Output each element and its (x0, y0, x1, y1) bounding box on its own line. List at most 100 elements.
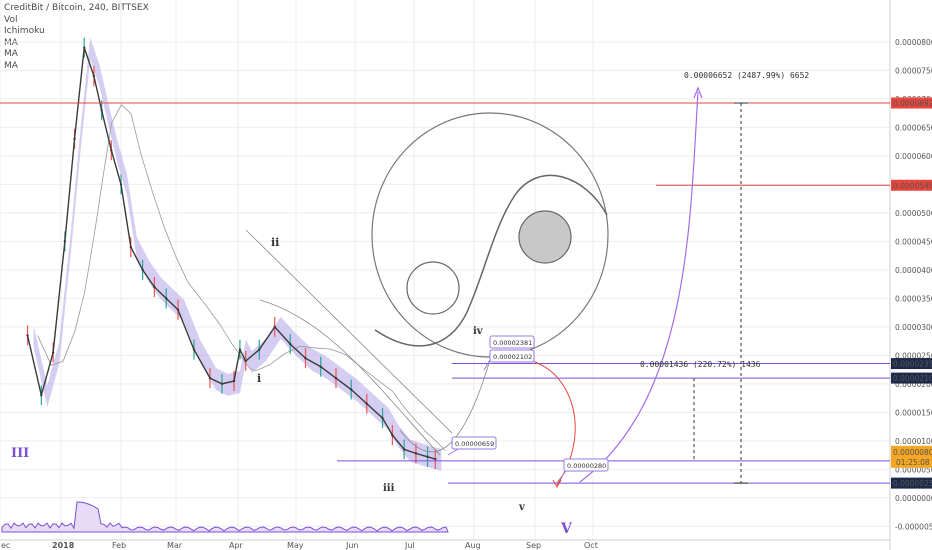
price-point (334, 376, 338, 380)
price-point (319, 365, 322, 368)
projection-curve (399, 359, 491, 453)
price-point (238, 348, 242, 351)
price-point (26, 334, 29, 337)
price-level-label: 0.00002101 (893, 374, 932, 383)
wave-label: iii (383, 483, 395, 494)
price-callout-box[interactable] (451, 436, 497, 450)
price-point (129, 245, 133, 249)
price-point (92, 74, 96, 78)
y-tick-label: 0.00003000 (895, 323, 932, 332)
price-point (141, 268, 144, 272)
price-point (73, 137, 76, 141)
wave-label: v (518, 502, 526, 513)
price-callout-text: 0.00002381 (493, 339, 532, 347)
ichimoku-cloud (33, 37, 442, 472)
x-tick-label: May (287, 541, 304, 550)
y-tick-label: 0.00004000 (895, 266, 932, 275)
legend-indicator-ma-3[interactable]: MA (4, 60, 18, 71)
chart-legend: CreditBit / Bitcoin, 240, BITTSEX Vol Ic… (4, 3, 149, 72)
legend-indicator-ichimoku[interactable]: Ichimoku (4, 26, 45, 36)
price-point (381, 416, 384, 420)
price-callout-box[interactable] (563, 458, 609, 472)
price-point (220, 382, 224, 386)
legend-indicator-ma-1[interactable]: MA (4, 37, 18, 48)
x-tick-label: Apr (229, 541, 244, 550)
price-callout-text: 0.00000280 (567, 462, 606, 470)
wave-label: iv (473, 326, 484, 337)
price-point (426, 455, 429, 458)
bar-countdown: 01:25:08 (896, 458, 930, 467)
measurement-label: 0.00006652 (2487.99%) 6652 (684, 71, 809, 80)
price-point (164, 297, 168, 300)
price-callout-text: 0.00002102 (493, 353, 532, 361)
x-tick-label: Mar (167, 541, 183, 550)
wedge-line-upper (245, 229, 453, 434)
measurement-label: 0.00001436 (220.72%) 1436 (640, 360, 761, 369)
price-callout-box[interactable] (489, 335, 535, 349)
price-level-label: 0.00005485 (893, 181, 932, 190)
y-tick-label: 0.00004500 (895, 237, 932, 246)
price-level-tag (891, 372, 932, 384)
moving-average-line (37, 103, 446, 452)
price-point (289, 342, 292, 346)
x-tick-label: Feb (112, 541, 126, 550)
price-point (51, 351, 55, 354)
y-tick-label: 0.00007500 (895, 66, 932, 75)
price-point (414, 452, 418, 455)
current-price-label: 0.00000807 (893, 448, 932, 457)
red-arrow-head (552, 479, 562, 489)
price-level-label: 0.00000258 (893, 479, 932, 488)
price-point (176, 308, 180, 311)
x-tick-label: Jun (345, 541, 359, 550)
purple-projection-path (579, 91, 699, 483)
price-callout-box[interactable] (489, 349, 535, 363)
y-tick-label: 0.00008000 (895, 38, 932, 47)
wave-label: III (11, 446, 29, 461)
y-tick-label: 0.00005000 (895, 209, 932, 218)
price-level-label: 0.00006928 (893, 99, 932, 108)
y-tick-label: -0.00000500 (895, 522, 932, 531)
price-point (349, 388, 353, 391)
price-level-tag (891, 477, 932, 489)
legend-indicator-vol[interactable]: Vol (4, 14, 18, 25)
price-point (40, 394, 43, 397)
wedge-line-lower (259, 299, 441, 456)
y-tick-label: 0.00003500 (895, 294, 932, 303)
x-tick-label: ec (1, 541, 10, 550)
yin-yang-divider (374, 174, 608, 347)
price-level-tag (891, 97, 932, 109)
wave-label: i (257, 372, 261, 385)
y-tick-label: 0.00000500 (895, 465, 932, 474)
price-point (153, 285, 156, 289)
volume-area (1, 501, 449, 533)
y-tick-label: 0.00006000 (895, 152, 932, 161)
y-tick-label: 0.00006500 (895, 123, 932, 132)
price-point (273, 325, 276, 329)
price-point (365, 402, 368, 405)
y-tick-label: 0.00000000 (895, 494, 932, 503)
price-level-label: 0.00002356 (893, 360, 932, 369)
callout-pointer (447, 448, 459, 456)
price-point (208, 376, 212, 380)
price-callout-text: 0.00000659 (455, 440, 494, 448)
legend-indicator-ma-2[interactable]: MA (4, 49, 18, 59)
price-point (434, 457, 437, 461)
x-tick-label: Sep (526, 541, 541, 550)
price-point (100, 109, 103, 112)
price-point (119, 183, 123, 186)
price-point (232, 379, 236, 383)
yin-yang-light-dot (406, 261, 460, 315)
purple-arrow-head (693, 86, 703, 99)
price-level-tag (891, 358, 932, 370)
current-price-tag (891, 445, 932, 468)
price-point (402, 448, 406, 451)
y-tick-label: 0.00002000 (895, 380, 932, 389)
price-point (258, 348, 261, 351)
callout-pointer (554, 470, 567, 486)
price-point (110, 149, 113, 152)
wave-label: V (560, 521, 573, 537)
legend-title[interactable]: CreditBit / Bitcoin, 240, BITTSEX (4, 3, 149, 13)
price-point (83, 46, 86, 49)
x-tick-label: 2018 (52, 541, 75, 550)
